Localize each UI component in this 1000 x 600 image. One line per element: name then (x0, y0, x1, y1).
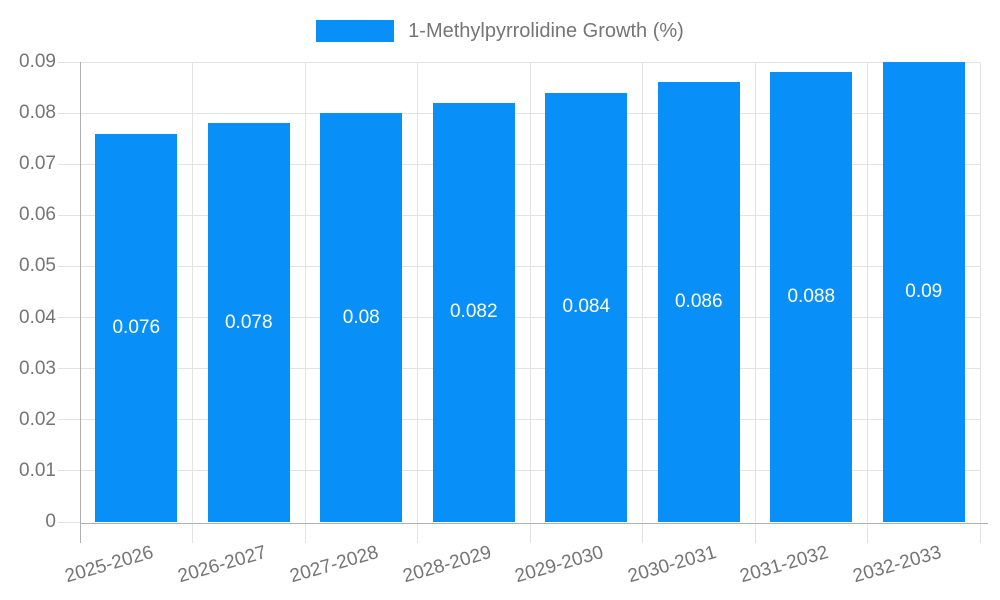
y-axis-label: 0.08 (19, 102, 56, 124)
bar-value-label: 0.082 (449, 301, 498, 323)
gridline-v (304, 62, 306, 522)
x-tick (979, 523, 981, 543)
y-tick (58, 214, 80, 216)
y-tick (58, 368, 80, 370)
bar-value-label: 0.076 (112, 316, 161, 338)
y-tick (58, 265, 80, 267)
y-axis-label: 0.06 (19, 204, 56, 226)
x-tick (417, 523, 418, 543)
y-axis-label: 0.03 (19, 357, 56, 379)
legend-swatch (316, 20, 395, 42)
bar (545, 92, 628, 522)
y-tick (58, 163, 80, 165)
gridline-v (642, 62, 643, 522)
y-axis-line (79, 62, 81, 543)
gridline-v (192, 62, 193, 522)
gridline-v (529, 62, 531, 522)
bar (432, 102, 515, 522)
bar-value-label: 0.08 (342, 306, 380, 328)
legend[interactable]: 1-Methylpyrrolidine Growth (%) (0, 20, 1000, 42)
x-tick (304, 523, 306, 543)
bar (95, 133, 178, 522)
bar (207, 123, 290, 522)
gridline-v (417, 62, 418, 522)
bar-value-label: 0.084 (562, 296, 611, 318)
x-axis-line (80, 523, 988, 524)
y-axis-label: 0.02 (19, 408, 56, 430)
y-tick (58, 317, 80, 319)
x-tick (867, 523, 868, 543)
bar (320, 113, 403, 522)
bar-value-label: 0.078 (224, 311, 273, 333)
bar-value-label: 0.086 (674, 291, 723, 313)
x-tick (754, 523, 756, 543)
y-tick (58, 419, 80, 421)
gridline-v (979, 62, 981, 522)
bar (770, 72, 853, 522)
y-axis-label: 0.09 (19, 51, 56, 72)
y-axis-label: 0 (45, 511, 56, 532)
y-tick (58, 521, 80, 523)
x-tick (642, 523, 643, 543)
y-axis-label: 0.01 (19, 459, 56, 481)
y-tick (58, 470, 80, 472)
bar-value-label: 0.088 (787, 286, 836, 308)
y-tick (58, 61, 80, 63)
y-axis-label: 0.05 (19, 255, 56, 277)
x-tick (529, 523, 531, 543)
gridline-v (867, 62, 868, 522)
bar-value-label: 0.09 (905, 281, 943, 302)
y-axis-label: 0.07 (19, 153, 56, 175)
legend-label: 1-Methylpyrrolidine Growth (%) (408, 20, 684, 42)
bar (657, 82, 740, 522)
bar (882, 62, 965, 522)
gridline-v (754, 62, 756, 522)
x-tick (192, 523, 193, 543)
y-axis-label: 0.04 (19, 306, 56, 328)
y-tick (58, 112, 80, 114)
